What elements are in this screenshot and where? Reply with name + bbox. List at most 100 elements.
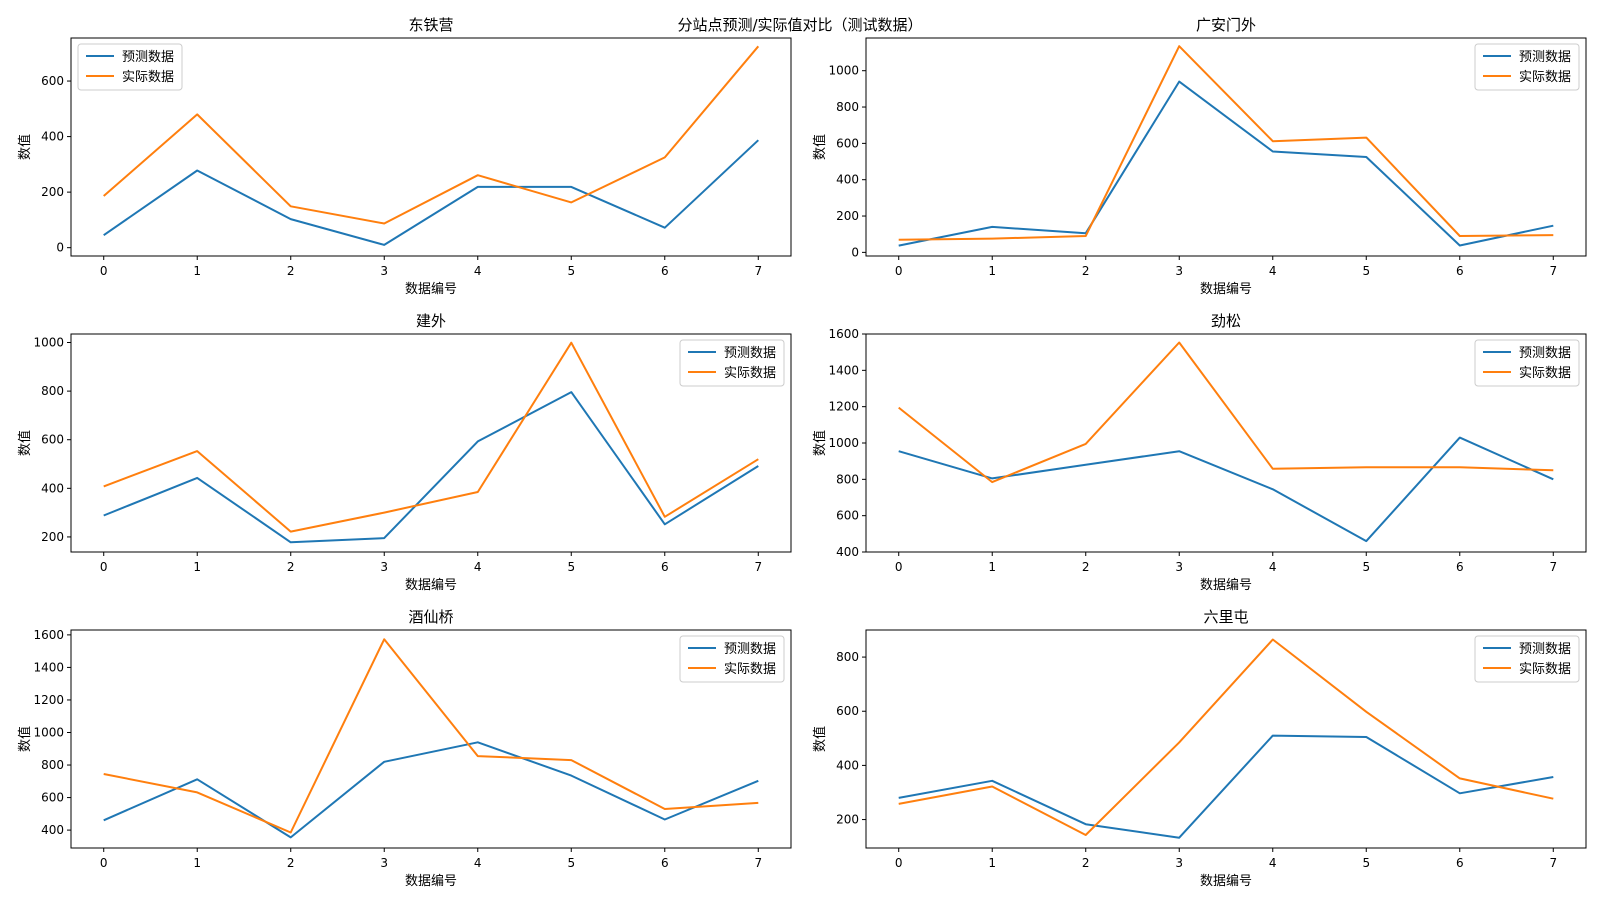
x-axis-label: 数据编号 [1200, 874, 1252, 889]
x-axis-label: 数据编号 [405, 578, 457, 593]
x-tick-label: 7 [1549, 560, 1557, 574]
y-tick-label: 1000 [828, 64, 859, 78]
x-tick-label: 2 [1082, 856, 1090, 870]
y-tick-label: 200 [836, 209, 859, 223]
y-tick-label: 1600 [33, 628, 64, 642]
x-tick-label: 0 [100, 856, 108, 870]
y-tick-label: 600 [836, 509, 859, 523]
x-tick-label: 4 [474, 264, 482, 278]
series-line-predicted [103, 391, 759, 544]
subplot-title: 劲松 [1211, 312, 1241, 330]
x-tick-label: 3 [380, 264, 388, 278]
x-tick-label: 7 [1549, 856, 1557, 870]
x-tick-label: 3 [380, 856, 388, 870]
x-tick-label: 5 [567, 560, 575, 574]
axes-frame [70, 333, 792, 553]
x-tick-label: 1 [193, 560, 201, 574]
series-line-actual [898, 45, 1554, 241]
axes-frame [865, 629, 1587, 849]
subplot-title: 东铁营 [408, 16, 453, 34]
series-line-predicted [898, 734, 1554, 839]
legend-label: 实际数据 [724, 662, 776, 677]
x-tick-label: 6 [661, 856, 669, 870]
y-axis-label: 数值 [812, 134, 828, 160]
y-tick-label: 1600 [828, 327, 859, 341]
legend-label: 实际数据 [122, 70, 174, 85]
x-tick-label: 6 [661, 264, 669, 278]
subplot-3: 劲松 0 1 2 3 4 5 6 7 400 600 800 1000 1200 1400 1600 数据编号 数… [812, 312, 1587, 593]
y-tick-label: 600 [41, 74, 64, 88]
x-tick-label: 0 [100, 264, 108, 278]
x-tick-label: 7 [1549, 264, 1557, 278]
x-tick-label: 4 [474, 856, 482, 870]
y-tick-label: 600 [836, 704, 859, 718]
x-tick-label: 6 [1456, 560, 1464, 574]
x-tick-label: 6 [1456, 856, 1464, 870]
y-tick-label: 800 [41, 384, 64, 398]
x-tick-label: 6 [1456, 264, 1464, 278]
legend-label: 实际数据 [1519, 366, 1571, 381]
x-tick-label: 4 [1269, 264, 1277, 278]
y-tick-label: 1000 [33, 336, 64, 350]
axes-frame [70, 37, 792, 257]
x-tick-label: 1 [193, 856, 201, 870]
legend-label: 预测数据 [1519, 642, 1571, 657]
legend-label: 实际数据 [1519, 70, 1571, 85]
y-axis-label: 数值 [17, 134, 33, 160]
y-tick-label: 1400 [828, 363, 859, 377]
axes-frame [865, 37, 1587, 257]
x-tick-label: 1 [988, 856, 996, 870]
series-line-predicted [898, 436, 1554, 543]
axes-frame [865, 333, 1587, 553]
subplot-title: 酒仙桥 [408, 608, 453, 626]
y-tick-label: 800 [41, 758, 64, 772]
y-tick-label: 400 [836, 173, 859, 187]
y-tick-label: 400 [41, 130, 64, 144]
x-tick-label: 3 [1175, 560, 1183, 574]
y-tick-label: 600 [41, 433, 64, 447]
y-tick-label: 600 [836, 136, 859, 150]
series-line-predicted [898, 80, 1554, 247]
subplot-1: 广安门外 0 1 2 3 4 5 6 7 0 200 400 600 800 1000 数据编号 数值 预测数据实… [812, 16, 1587, 297]
y-tick-label: 1200 [33, 693, 64, 707]
x-tick-label: 6 [661, 560, 669, 574]
figure-suptitle: 分站点预测/实际值对比（测试数据） [677, 16, 922, 34]
x-tick-label: 4 [1269, 560, 1277, 574]
x-tick-label: 2 [1082, 560, 1090, 574]
x-tick-label: 3 [380, 560, 388, 574]
legend-label: 预测数据 [1519, 346, 1571, 361]
x-tick-label: 7 [754, 856, 762, 870]
x-axis-label: 数据编号 [405, 282, 457, 297]
y-axis-label: 数值 [17, 430, 33, 456]
series-line-predicted [103, 741, 759, 839]
y-tick-label: 800 [836, 650, 859, 664]
y-tick-label: 400 [41, 823, 64, 837]
series-line-actual [898, 341, 1554, 484]
y-tick-label: 400 [836, 758, 859, 772]
legend-label: 预测数据 [724, 642, 776, 657]
x-tick-label: 0 [100, 560, 108, 574]
x-tick-label: 1 [988, 264, 996, 278]
x-tick-label: 0 [895, 856, 903, 870]
y-tick-label: 1200 [828, 400, 859, 414]
x-tick-label: 5 [1362, 560, 1370, 574]
y-tick-label: 1400 [33, 660, 64, 674]
x-tick-label: 5 [567, 264, 575, 278]
x-tick-label: 0 [895, 560, 903, 574]
y-tick-label: 200 [41, 185, 64, 199]
x-tick-label: 7 [754, 264, 762, 278]
subplot-title: 建外 [416, 312, 446, 330]
x-tick-label: 4 [474, 560, 482, 574]
x-tick-label: 7 [754, 560, 762, 574]
series-line-actual [103, 341, 759, 533]
x-tick-label: 1 [193, 264, 201, 278]
x-tick-label: 3 [1175, 856, 1183, 870]
axes-frame [70, 629, 792, 849]
x-tick-label: 4 [1269, 856, 1277, 870]
